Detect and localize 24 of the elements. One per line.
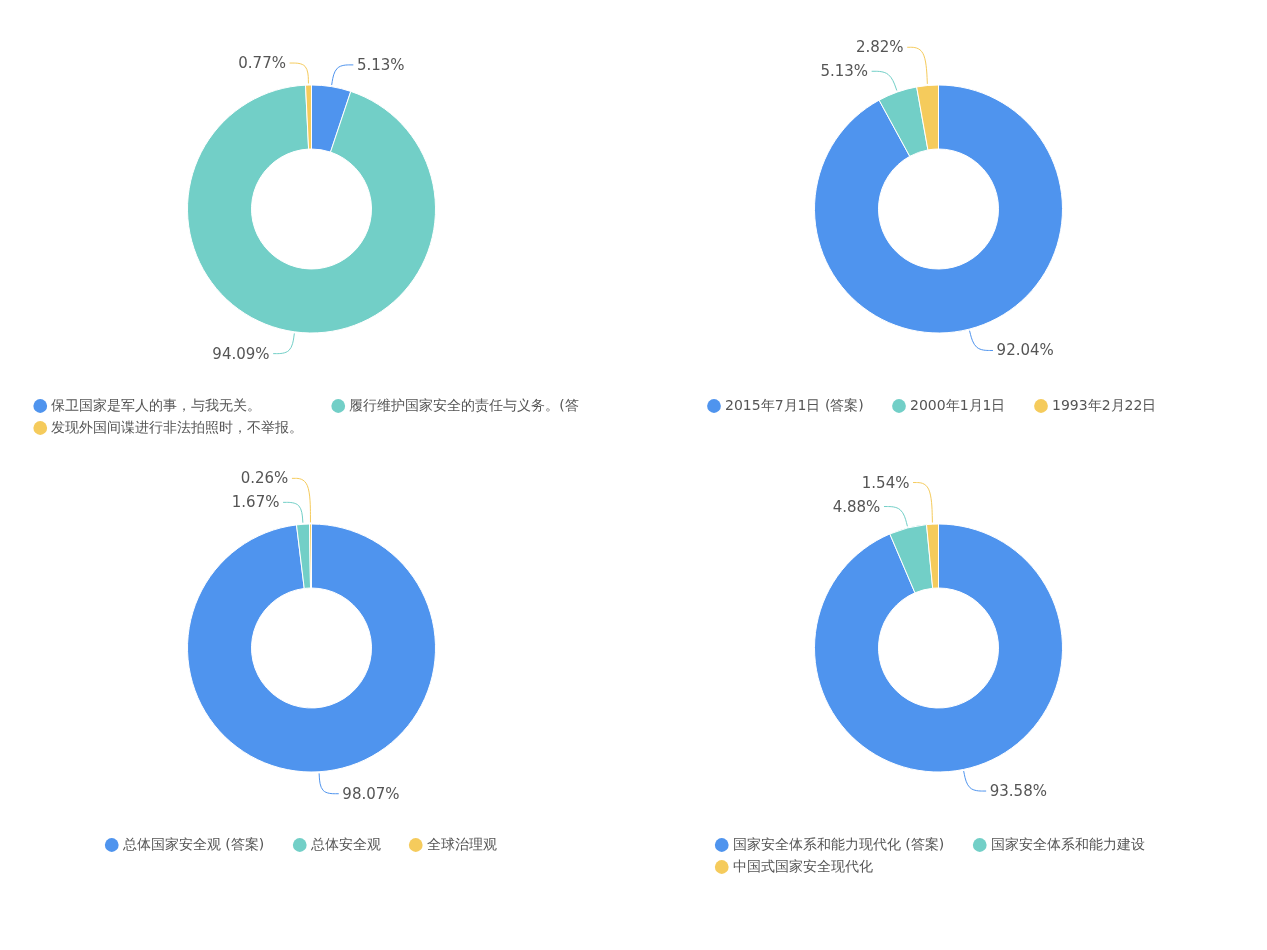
data-label: 1.54% — [861, 473, 910, 492]
data-label: 98.07% — [342, 784, 400, 803]
legend-label: 中国式国家安全现代化 — [732, 858, 873, 874]
data-label: 94.09% — [212, 344, 270, 363]
legend-label: 国家安全体系和能力现代化 (答案) — [732, 836, 945, 852]
legend-label: 全球治理观 — [426, 836, 497, 852]
data-label: 93.58% — [989, 782, 1047, 801]
data-label: 2.82% — [855, 38, 904, 57]
data-label: 92.04% — [996, 341, 1054, 360]
legend-label: 1993年2月22日 — [1052, 397, 1157, 413]
legend-label: 发现外国间谍进行非法拍照时，不举报。 — [51, 419, 304, 435]
data-label: 0.77% — [238, 54, 286, 73]
legend-label: 总体国家安全观 (答案) — [121, 836, 265, 852]
legend-label: 2015年7月1日 (答案) — [725, 397, 864, 413]
data-label: 1.67% — [231, 493, 280, 512]
legend-label: 总体安全观 — [309, 836, 381, 852]
legend-label: 国家安全体系和能力建设 — [990, 836, 1145, 852]
legend-label: 保卫国家是军人的事，与我无关。 — [51, 397, 262, 413]
data-label: 0.26% — [240, 469, 289, 488]
data-label: 4.88% — [832, 497, 881, 516]
legend-label: 履行维护国家安全的责任与义务。(答 — [349, 397, 579, 413]
legend-label: 2000年1月1日 — [910, 397, 1006, 413]
data-label: 5.13% — [820, 62, 869, 81]
data-label: 5.13% — [356, 55, 405, 74]
